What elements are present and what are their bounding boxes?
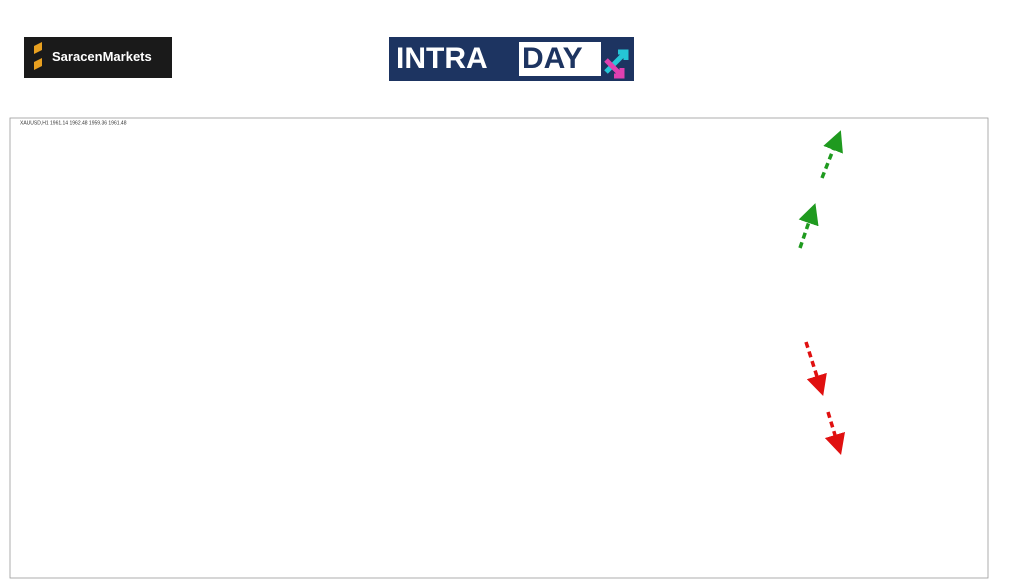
banner-left: INTRA	[396, 42, 488, 75]
logo-text: SaracenMarkets	[52, 49, 152, 64]
symbol-header: XAUUSD,H1 1961.14 1962.48 1959.36 1961.4…	[20, 120, 127, 126]
plot-frame	[9, 117, 989, 579]
banner: INTRA DAY	[389, 37, 634, 81]
logo: SaracenMarkets	[24, 37, 172, 78]
banner-right: DAY	[522, 42, 583, 75]
arrows	[798, 130, 846, 456]
